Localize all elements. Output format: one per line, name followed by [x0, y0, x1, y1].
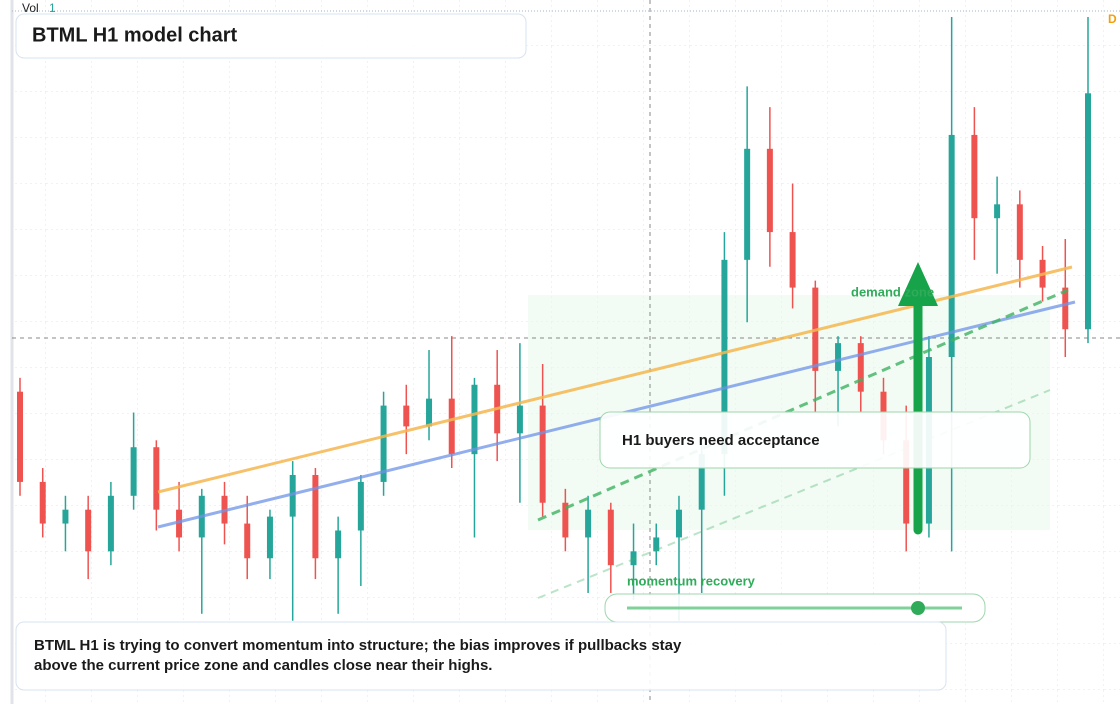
callout-text: H1 buyers need acceptance: [622, 432, 820, 449]
candle-body: [766, 148, 773, 233]
candle-body: [675, 509, 682, 538]
candle-body: [176, 509, 183, 538]
vol-value: 1: [49, 1, 56, 15]
callout-box: [599, 411, 1031, 469]
summary-wrap: BTML H1 is trying to convert momentum in…: [34, 637, 682, 674]
candle-body: [971, 134, 978, 219]
candle-body: [1085, 93, 1091, 330]
title: BTML H1 model chart: [32, 24, 238, 46]
vol-label: Vol: [22, 1, 39, 15]
candle-body: [266, 516, 273, 559]
candle-body: [17, 391, 23, 482]
summary-text: BTML H1 is trying to convert momentum in…: [34, 637, 682, 674]
candle-body: [244, 523, 251, 559]
candle-body: [516, 405, 523, 434]
candle-body: [721, 259, 728, 455]
candle-body: [107, 495, 114, 552]
title-box: [15, 13, 527, 59]
candle-body: [1062, 287, 1069, 330]
candle-body: [744, 148, 751, 260]
momentum-knob: [911, 601, 925, 615]
momentum-label: momentum recovery: [627, 573, 756, 588]
candle-body: [62, 509, 69, 524]
candle-body: [426, 398, 433, 427]
candle-body: [39, 481, 46, 524]
candle-body: [403, 405, 410, 427]
candle-body: [835, 343, 842, 371]
candle-body: [153, 447, 160, 510]
candle-body: [653, 537, 660, 552]
candle-body: [380, 405, 387, 482]
candle-body: [1016, 204, 1023, 260]
candle-body: [789, 232, 796, 288]
candle-body: [562, 502, 569, 538]
summary-box: [15, 621, 947, 691]
trend-line-green: [537, 288, 1069, 522]
candle-body: [448, 398, 455, 455]
candle-body: [607, 509, 614, 566]
candle-body: [857, 343, 864, 392]
candle-body: [357, 481, 364, 531]
candle-body: [994, 204, 1001, 219]
candle-body: [539, 405, 546, 503]
corner-tag: D: [1108, 12, 1117, 26]
candle-body: [312, 474, 319, 559]
candle-body: [335, 530, 342, 559]
candle-body: [903, 440, 910, 524]
candle-body: [630, 551, 637, 566]
candle-body: [698, 454, 705, 510]
arrow-head: [898, 262, 938, 306]
candle-body: [289, 474, 296, 517]
candle-body: [948, 134, 955, 357]
candle-body: [85, 509, 92, 552]
zone-label: demand zone: [851, 284, 934, 299]
candle-body: [130, 447, 137, 496]
candle-body: [585, 509, 592, 538]
candle-body: [471, 384, 478, 455]
